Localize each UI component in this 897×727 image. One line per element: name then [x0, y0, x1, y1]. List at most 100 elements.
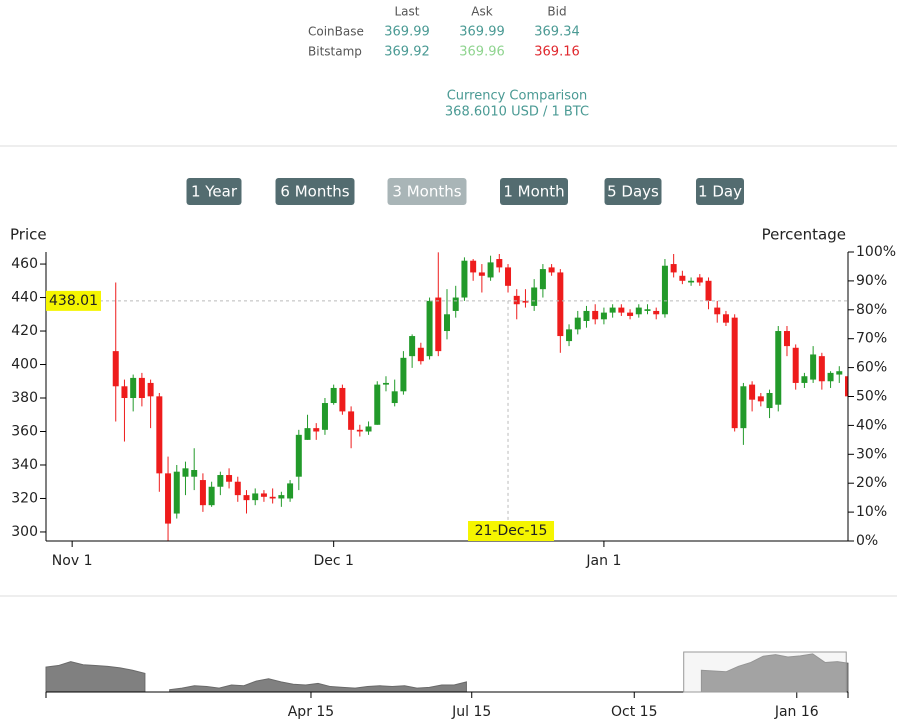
range-button-bg[interactable] [696, 178, 744, 205]
candle-body [775, 331, 782, 405]
y2-tick-label: 100% [856, 244, 896, 260]
y-tick-label: 400 [11, 357, 38, 373]
y2-tick-label: 20% [856, 475, 887, 491]
candle-body [304, 428, 311, 440]
candle-body [627, 312, 634, 316]
candle-body [810, 354, 817, 380]
candle-body [391, 391, 398, 404]
y2-tick-label: 40% [856, 417, 887, 433]
candle-body [243, 495, 250, 501]
candle-body [269, 496, 276, 499]
range-button[interactable]: 1 Day [696, 178, 744, 205]
candle-body [234, 481, 241, 496]
candle-body [609, 307, 616, 313]
candle-body [348, 411, 355, 430]
x-tick-label: Jan 1 [585, 553, 621, 569]
navigator-area [700, 653, 849, 693]
candle-body [287, 483, 294, 499]
candle-body [801, 376, 808, 383]
candle-body [783, 331, 790, 347]
range-button-label[interactable]: 1 Year [191, 183, 238, 201]
candle-body [661, 265, 668, 315]
range-button-label[interactable]: 1 Month [503, 183, 564, 201]
candle-body [165, 473, 172, 524]
candle-body [339, 387, 346, 412]
range-button-label[interactable]: 3 Months [392, 183, 461, 201]
range-button-bg[interactable] [387, 178, 467, 205]
crosshair-value-label: 438.01 [49, 293, 98, 309]
price-cell: 369.99 [384, 25, 430, 40]
y-tick-label: 360 [11, 423, 38, 439]
candle-body [757, 396, 764, 402]
candle-body [278, 495, 285, 499]
candle-body [156, 396, 163, 474]
y2-tick-label: 70% [856, 331, 887, 347]
range-button[interactable]: 6 Months [275, 178, 355, 205]
navigator-selection[interactable] [683, 651, 847, 693]
candle-body [845, 376, 848, 397]
crosshair-value-bg [46, 290, 101, 311]
y-tick-label: 440 [11, 290, 38, 306]
range-button[interactable]: 3 Months [387, 178, 467, 205]
candle-body [321, 403, 328, 430]
x-tick-label: Nov 1 [52, 553, 93, 569]
candle-body [435, 297, 442, 352]
candle-body [696, 277, 703, 283]
y2-axis-title: Percentage [762, 226, 846, 244]
range-button-label[interactable]: 5 Days [607, 183, 659, 201]
range-button-label[interactable]: 6 Months [280, 183, 349, 201]
range-button-bg[interactable] [604, 178, 662, 205]
candle-body [714, 307, 721, 315]
candle-body [478, 272, 485, 276]
y2-tick-label: 50% [856, 389, 887, 405]
candle-body [147, 382, 154, 397]
candle-body [705, 280, 712, 301]
x-tick-label: Dec 1 [313, 553, 353, 569]
y2-tick-label: 30% [856, 446, 887, 462]
candle-body [513, 295, 520, 305]
y2-tick-label: 90% [856, 273, 887, 289]
comparison-title: Currency Comparison [447, 89, 588, 104]
candle-body [600, 312, 607, 320]
candle-body [374, 384, 381, 425]
candle-body [252, 493, 259, 501]
price-cell: 369.34 [534, 25, 580, 40]
crosshair-date-bg [468, 521, 555, 541]
candle-body [731, 317, 738, 429]
candle-body [566, 329, 573, 342]
candle-body [199, 480, 206, 506]
price-cell: 369.96 [459, 45, 505, 60]
candle-body [226, 475, 233, 482]
candle-body [522, 300, 529, 303]
range-button-bg[interactable] [500, 178, 568, 205]
candle-body [409, 336, 416, 357]
candle-body [557, 272, 564, 337]
column-header: Last [395, 5, 420, 19]
range-button[interactable]: 1 Month [500, 178, 568, 205]
plot-area [112, 252, 848, 541]
range-button[interactable]: 5 Days [604, 178, 662, 205]
candle-body [766, 392, 773, 409]
candle-body [749, 384, 756, 400]
range-button-bg[interactable] [275, 178, 355, 205]
price-cell: 369.16 [534, 45, 580, 60]
y-tick-label: 320 [11, 490, 38, 506]
candle-body [670, 264, 677, 273]
candle-body [688, 280, 695, 283]
exchange-name: Bitstamp [308, 45, 362, 59]
candle-body [635, 307, 642, 315]
y-tick-label: 420 [11, 323, 38, 339]
y-axis-title: Price [10, 226, 47, 244]
range-button-bg[interactable] [186, 178, 242, 205]
crosshair-date-label: 21-Dec-15 [475, 523, 548, 539]
y-tick-label: 300 [11, 524, 38, 540]
candle-body [461, 260, 468, 298]
navigator-tick-label: Jan 16 [774, 704, 819, 720]
price-cell: 369.92 [384, 45, 430, 60]
range-button-label[interactable]: 1 Day [698, 183, 742, 201]
candle-body [400, 357, 407, 392]
range-button[interactable]: 1 Year [186, 178, 242, 205]
candle-body [356, 429, 363, 432]
candle-body [792, 347, 799, 383]
